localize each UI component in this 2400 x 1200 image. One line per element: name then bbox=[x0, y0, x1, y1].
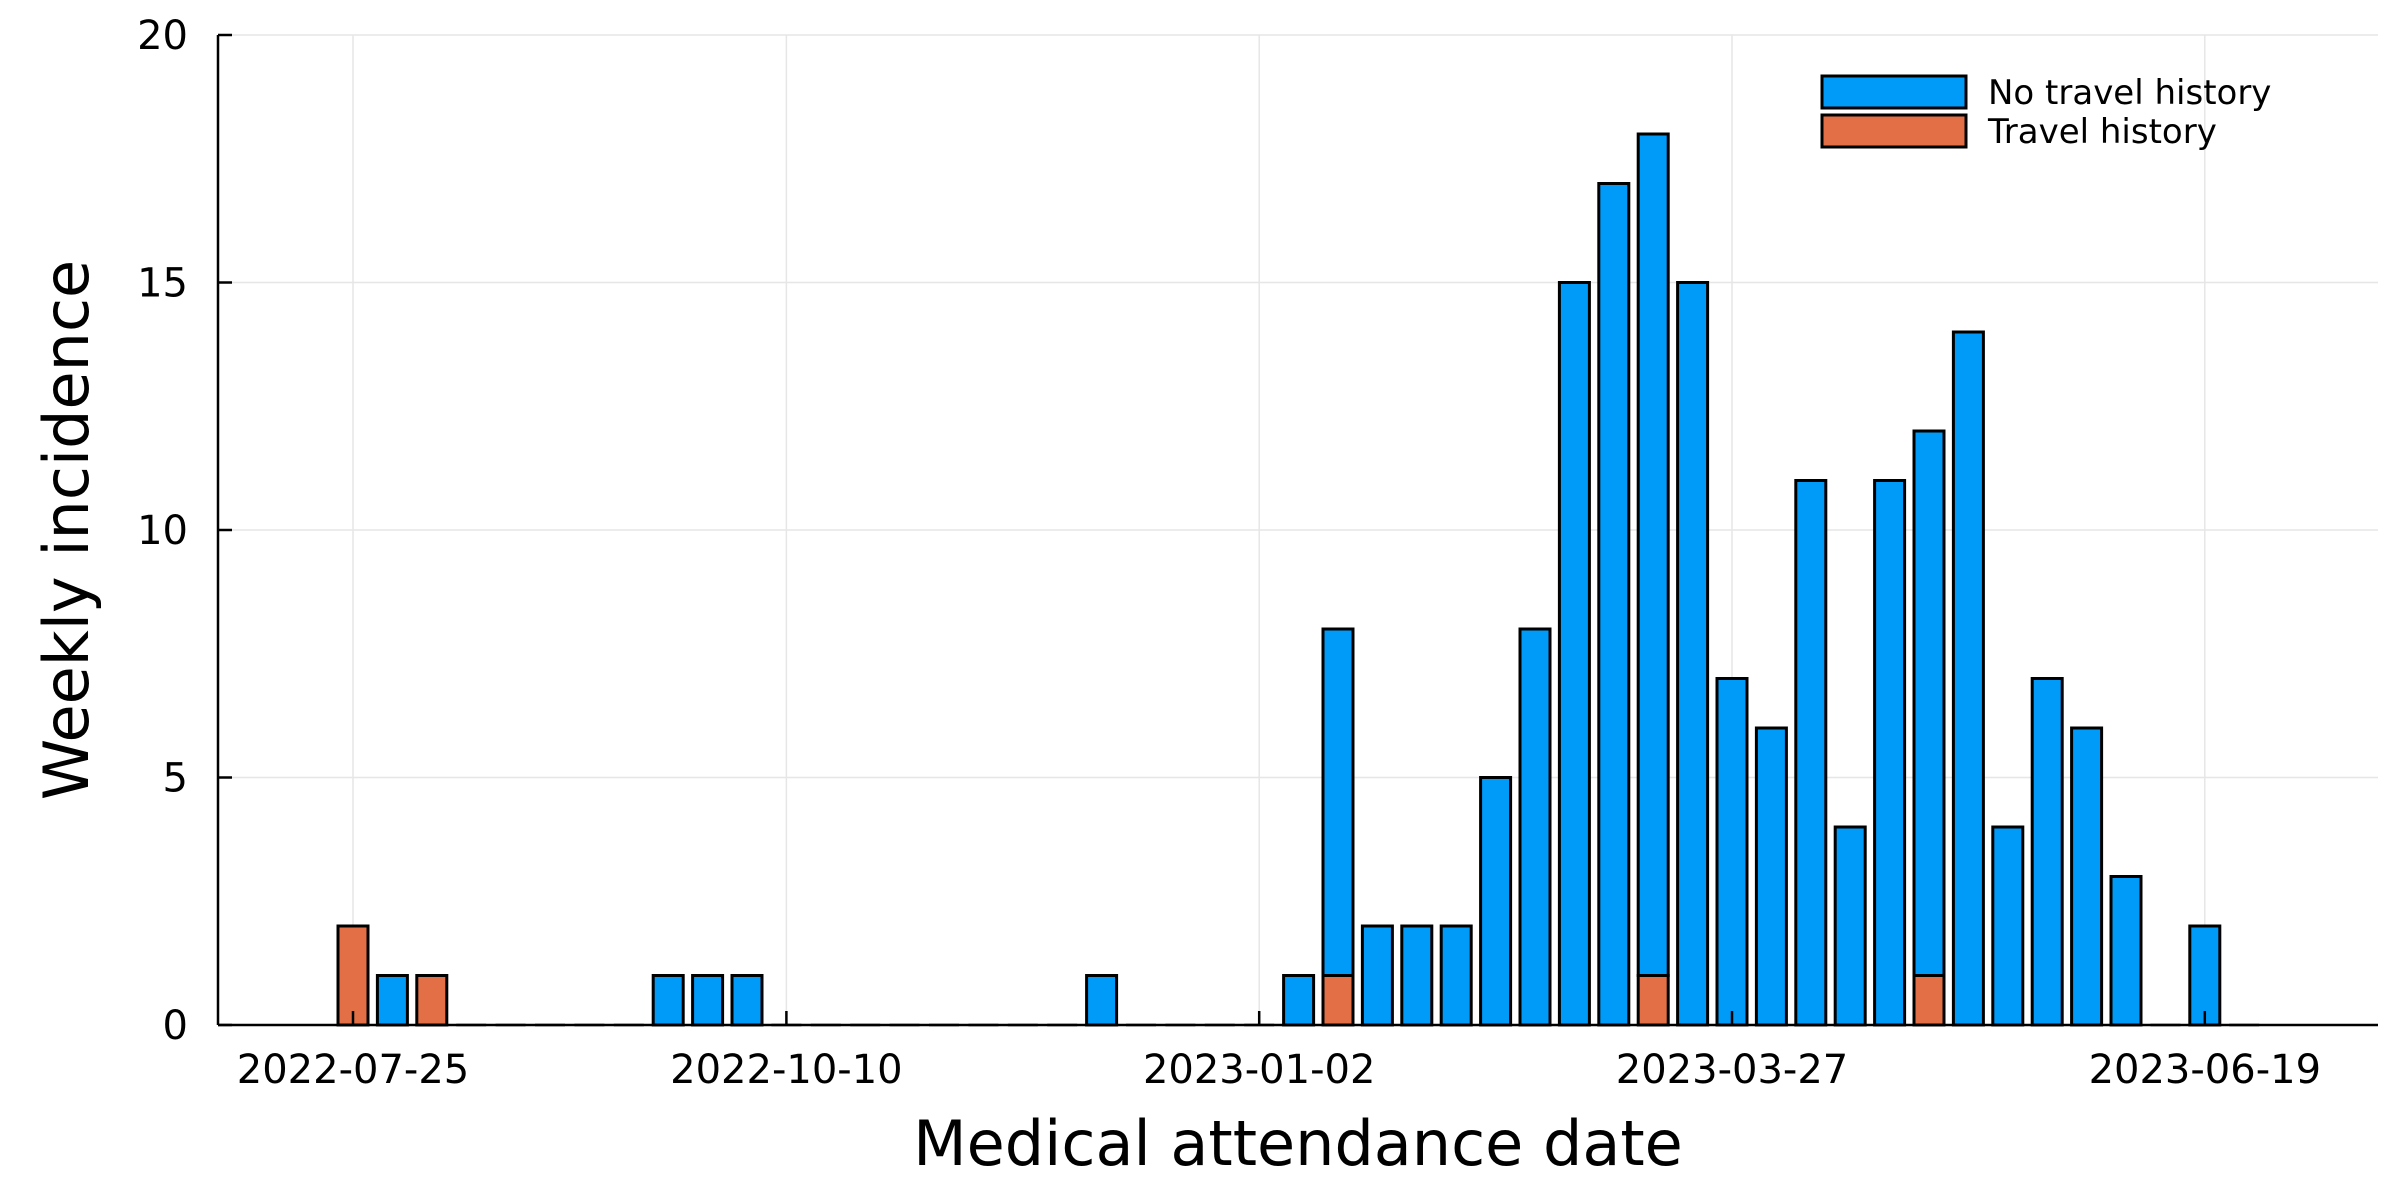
bar-no-travel-history bbox=[1282, 974, 1316, 1027]
bar-travel-history bbox=[336, 924, 370, 1027]
bar-no-travel-history bbox=[1479, 776, 1513, 1027]
legend-swatch-travel-history bbox=[1820, 113, 1968, 149]
grid bbox=[218, 34, 2378, 1025]
bar-no-travel-history bbox=[2070, 726, 2104, 1027]
x-tick-label: 2022-10-10 bbox=[670, 1047, 902, 1093]
bar-no-travel-history bbox=[1439, 924, 1473, 1027]
bar-no-travel-history bbox=[1400, 924, 1434, 1027]
bar-no-travel-history bbox=[1951, 330, 1985, 1027]
bar-travel-history bbox=[1636, 974, 1670, 1027]
legend-label-travel-history: Travel history bbox=[1987, 112, 2217, 152]
legend-swatch-no-travel-history bbox=[1820, 74, 1968, 110]
y-tick-label: 15 bbox=[137, 261, 188, 307]
x-tick-label: 2023-06-19 bbox=[2089, 1047, 2321, 1093]
x-tick-label: 2023-01-02 bbox=[1143, 1047, 1375, 1093]
x-tick-labels: 2022-07-25 2022-10-10 2023-01-02 2023-03-27… bbox=[237, 1047, 2321, 1093]
bar-no-travel-history bbox=[691, 974, 725, 1027]
y-tick-label: 5 bbox=[163, 756, 188, 802]
legend-label-no-travel-history: No travel history bbox=[1988, 73, 2271, 113]
bar-no-travel-history bbox=[651, 974, 685, 1027]
y-axis-title: Weekly incidence bbox=[30, 260, 103, 800]
bars bbox=[336, 132, 2222, 1027]
bar-no-travel-history bbox=[2109, 875, 2143, 1027]
y-tick-labels: 0 5 10 15 20 bbox=[137, 13, 188, 1049]
x-axis-title: Medical attendance date bbox=[913, 1107, 1683, 1180]
legend: No travel history Travel history bbox=[1820, 73, 2271, 152]
y-tick-label: 0 bbox=[163, 1003, 188, 1049]
bar-no-travel-history bbox=[1597, 182, 1631, 1027]
bar-no-travel-history bbox=[1794, 479, 1828, 1027]
y-tick-label: 10 bbox=[137, 508, 188, 554]
bar-no-travel-history bbox=[1557, 281, 1591, 1027]
tick-marks bbox=[218, 33, 2207, 1027]
bar-no-travel-history bbox=[1833, 825, 1867, 1027]
bar-no-travel-history bbox=[1715, 677, 1749, 1027]
x-tick-label: 2022-07-25 bbox=[237, 1047, 469, 1093]
x-tick-label: 2023-03-27 bbox=[1616, 1047, 1848, 1093]
bar-travel-history bbox=[415, 974, 449, 1027]
bar-travel-history bbox=[1912, 974, 1946, 1027]
bar-no-travel-history bbox=[1085, 974, 1119, 1027]
bar-no-travel-history bbox=[1676, 281, 1710, 1027]
bar-no-travel-history bbox=[1636, 132, 1670, 977]
bar-no-travel-history bbox=[730, 974, 764, 1027]
bar-no-travel-history bbox=[1518, 627, 1552, 1027]
bar-no-travel-history bbox=[1360, 924, 1394, 1027]
bar-travel-history bbox=[1321, 974, 1355, 1027]
y-tick-label: 20 bbox=[137, 13, 188, 59]
bar-no-travel-history bbox=[375, 974, 409, 1027]
bar-no-travel-history bbox=[1754, 726, 1788, 1027]
bar-no-travel-history bbox=[1912, 429, 1946, 977]
bar-no-travel-history bbox=[1321, 627, 1355, 977]
bar-no-travel-history bbox=[1991, 825, 2025, 1027]
bar-no-travel-history bbox=[2030, 677, 2064, 1027]
bar-no-travel-history bbox=[1873, 479, 1907, 1027]
bar-no-travel-history bbox=[2188, 924, 2222, 1027]
